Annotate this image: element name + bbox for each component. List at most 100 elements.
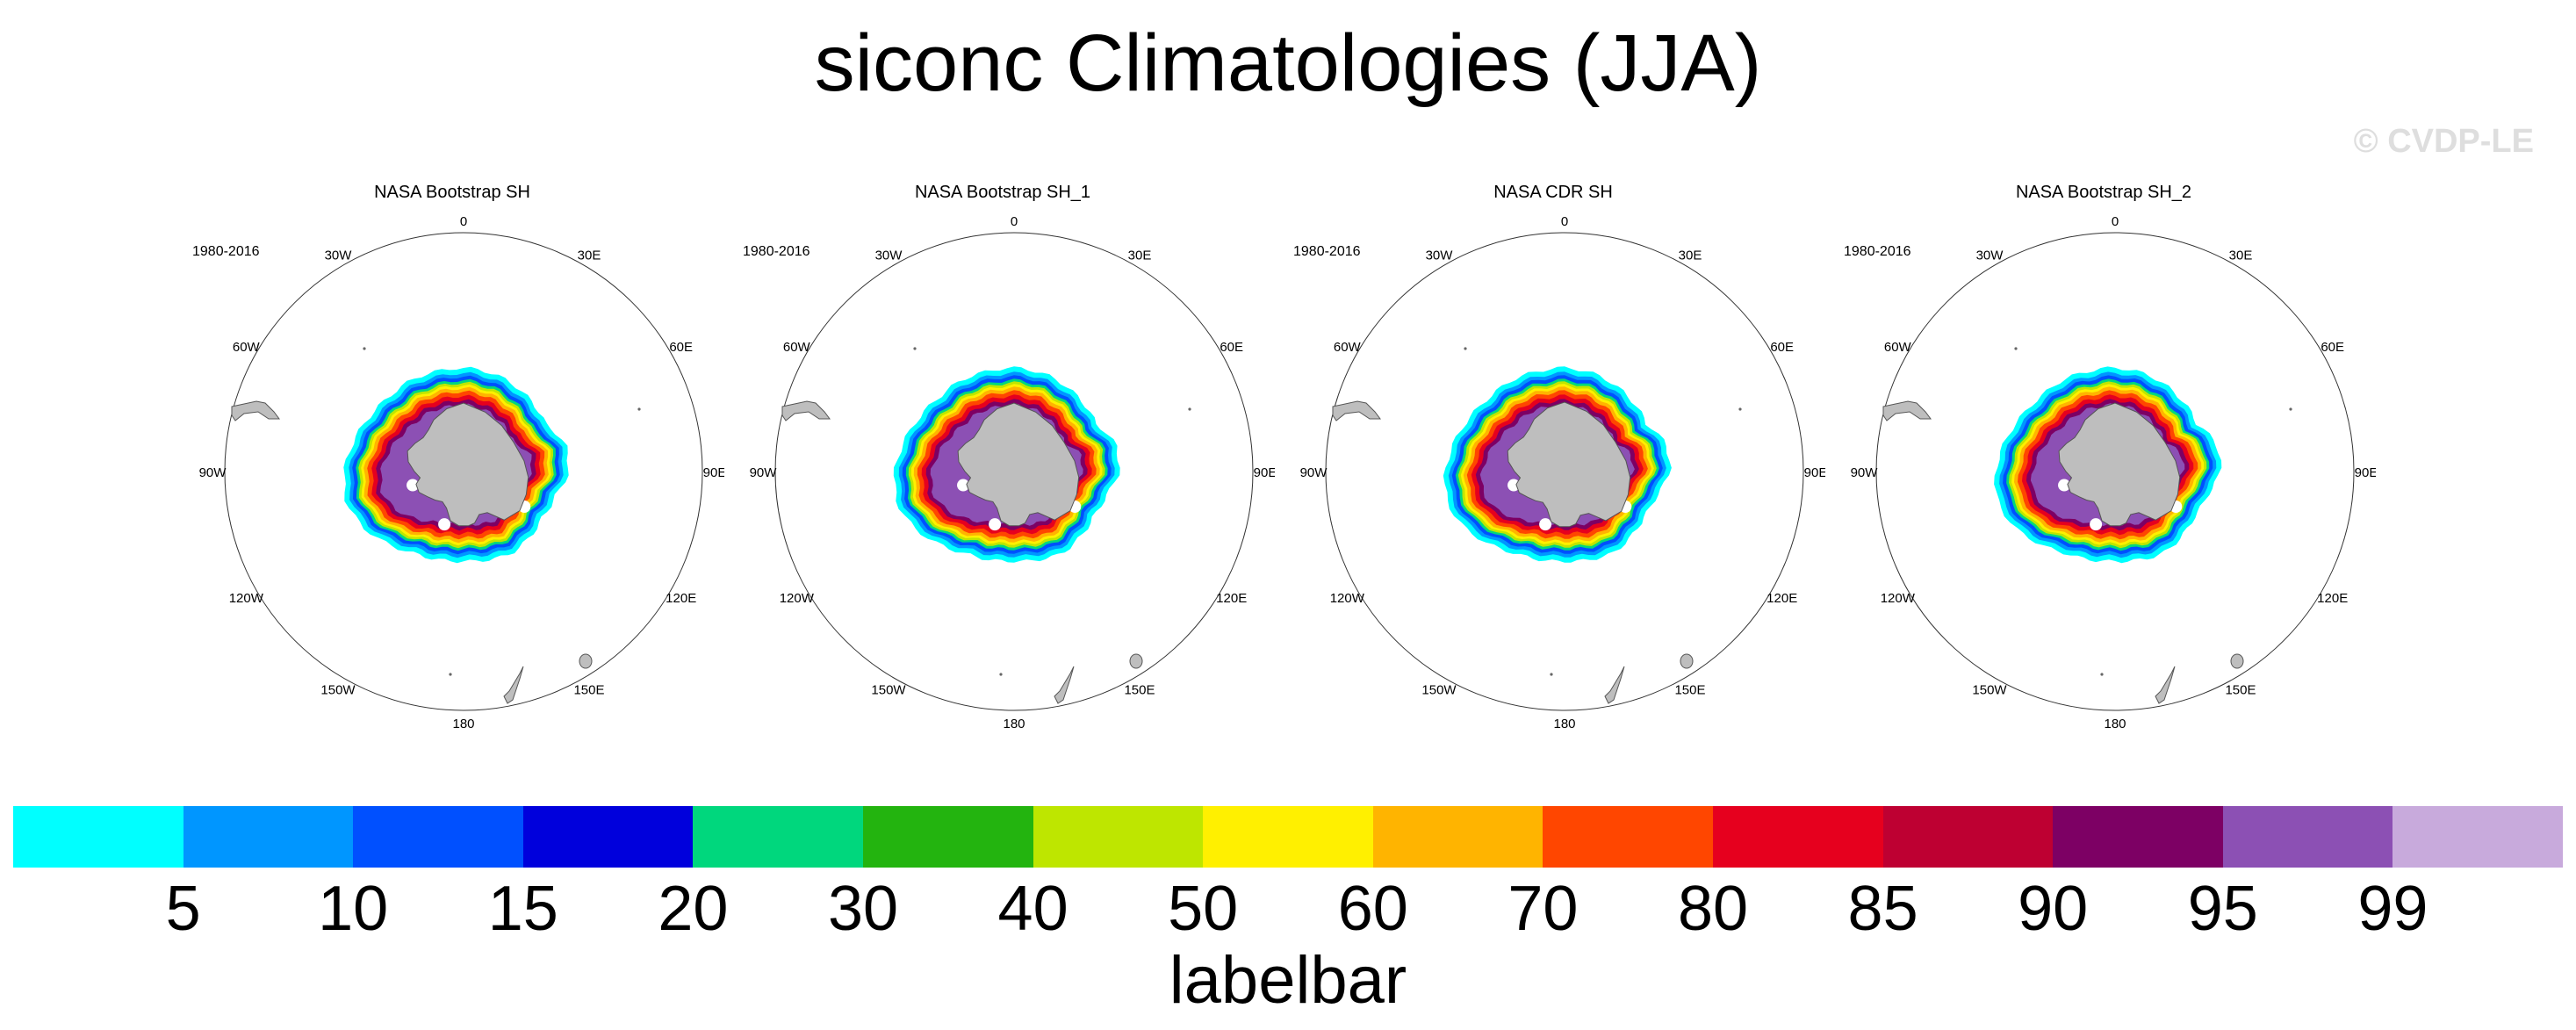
new-zealand-landmass <box>503 666 524 704</box>
map-boundary <box>1325 232 1804 711</box>
labelbar-box <box>183 806 354 868</box>
longitude-label: 180 <box>1553 717 1575 731</box>
labelbar-tick: 90 <box>2018 874 2089 944</box>
map-panel-3: 0 30E 60E 90E 120E 150E 180 150W 120W 90W 60W 30W N… <box>1281 176 1825 738</box>
south-america-landmass <box>781 400 831 421</box>
longitude-label: 150E <box>1124 683 1155 698</box>
watermark: © CVDP-LE <box>2353 123 2534 160</box>
polar-map-2: 0 30E 60E 90E 120E 150E 180 150W 120W 90W 60W 30W <box>750 214 1275 731</box>
polar-map-1: 0 30E 60E 90E 120E 150E 180 150W 120W 90W 60W 30W <box>199 214 724 731</box>
longitude-label: 150W <box>871 683 906 698</box>
labelbar-tick: 60 <box>1337 874 1408 944</box>
antarctica-landmass <box>957 402 1080 527</box>
labelbar-box <box>1372 806 1543 868</box>
antarctica-landmass <box>2058 402 2181 527</box>
longitude-label: 0 <box>460 214 467 229</box>
open-water-patch <box>989 518 1002 531</box>
labelbar-box <box>353 806 523 868</box>
open-water-patch <box>438 518 451 531</box>
labelbar-tick: 40 <box>997 874 1069 944</box>
panel-title-2: NASA Bootstrap SH_1 <box>914 183 1091 202</box>
island-marker <box>2289 407 2292 411</box>
longitude-label: 30W <box>1976 248 2004 263</box>
longitude-label: 90W <box>1851 465 1879 480</box>
longitude-label: 60W <box>1884 340 1912 355</box>
island-marker <box>1550 673 1553 676</box>
longitude-label: 60E <box>1220 340 1243 355</box>
labelbar-tick: 70 <box>1507 874 1579 944</box>
panel-title-4: NASA Bootstrap SH_2 <box>2015 183 2192 202</box>
longitude-label: 60W <box>233 340 261 355</box>
period-label-1: 1980-2016 <box>192 244 260 259</box>
longitude-label: 150E <box>573 683 604 698</box>
period-label-2: 1980-2016 <box>743 244 810 259</box>
open-water-patch <box>957 479 970 492</box>
labelbar-box <box>522 806 694 868</box>
island-marker <box>363 347 366 350</box>
longitude-label: 120E <box>666 591 696 606</box>
antarctica-landmass <box>407 402 529 527</box>
labelbar-box <box>1203 806 1373 868</box>
south-america-landmass <box>1882 400 1932 421</box>
labelbar-tick: 99 <box>2357 874 2428 944</box>
labelbar-tick: 30 <box>827 874 899 944</box>
longitude-label: 60E <box>669 340 693 355</box>
longitude-label: 120E <box>1767 591 1797 606</box>
labelbar-tick: 85 <box>1847 874 1918 944</box>
longitude-label: 180 <box>2104 717 2126 731</box>
map-panel-4: 0 30E 60E 90E 120E 150E 180 150W 120W 90W 60W 30W N… <box>1831 176 2376 738</box>
island-marker <box>2014 347 2018 350</box>
open-water-patch <box>407 479 420 492</box>
longitude-label: 0 <box>1561 214 1568 229</box>
longitude-label: 90W <box>750 465 778 480</box>
longitude-label: 120E <box>2317 591 2348 606</box>
labelbar-ticks: 5 10 15 20 30 40 50 60 70 80 85 90 95 99 <box>13 869 2563 957</box>
labelbar-tick: 15 <box>487 874 558 944</box>
open-water-patch <box>1507 479 1521 492</box>
longitude-label: 120W <box>780 591 815 606</box>
longitude-label: 120W <box>1330 591 1365 606</box>
island-marker <box>999 673 1003 676</box>
map-boundary <box>1875 232 2355 711</box>
longitude-label: 30E <box>578 248 601 263</box>
longitude-label: 150W <box>1421 683 1457 698</box>
new-zealand-landmass <box>2155 666 2176 704</box>
longitude-label: 120W <box>1881 591 1916 606</box>
labelbar-box <box>1712 806 1883 868</box>
figure-title: siconc Climatologies (JJA) <box>814 18 1762 108</box>
island-marker <box>2100 673 2104 676</box>
longitude-label: 180 <box>1003 717 1025 731</box>
longitude-label: 30W <box>325 248 353 263</box>
tasmania-landmass <box>1680 653 1694 669</box>
labelbar-box <box>1033 806 1204 868</box>
labelbar-title: labelbar <box>1169 943 1407 1018</box>
longitude-label: 150W <box>320 683 356 698</box>
labelbar-tick: 5 <box>165 874 201 944</box>
longitude-label: 90W <box>199 465 227 480</box>
south-america-landmass <box>1332 400 1381 421</box>
longitude-label: 30E <box>1128 248 1152 263</box>
longitude-label: 120E <box>1216 591 1247 606</box>
longitude-label: 30W <box>875 248 903 263</box>
labelbar-tick: 80 <box>1677 874 1749 944</box>
open-water-patch <box>2058 479 2071 492</box>
longitude-label: 90E <box>2355 465 2376 480</box>
labelbar-box <box>2053 806 2223 868</box>
open-water-patch <box>1539 518 1552 531</box>
island-marker <box>1738 407 1742 411</box>
longitude-label: 0 <box>2112 214 2119 229</box>
longitude-label: 120W <box>229 591 264 606</box>
longitude-label: 30W <box>1426 248 1454 263</box>
antarctica-landmass <box>1507 401 1631 528</box>
open-water-patch <box>2090 518 2103 531</box>
longitude-label: 180 <box>452 717 474 731</box>
labelbar-tick: 10 <box>318 874 389 944</box>
longitude-label: 60W <box>1334 340 1362 355</box>
longitude-label: 150E <box>2225 683 2256 698</box>
longitude-label: 30E <box>2229 248 2253 263</box>
labelbar-tick: 95 <box>2187 874 2258 944</box>
south-america-landmass <box>231 400 280 421</box>
labelbar-box <box>13 806 183 868</box>
new-zealand-landmass <box>1054 666 1075 704</box>
longitude-label: 0 <box>1011 214 1018 229</box>
